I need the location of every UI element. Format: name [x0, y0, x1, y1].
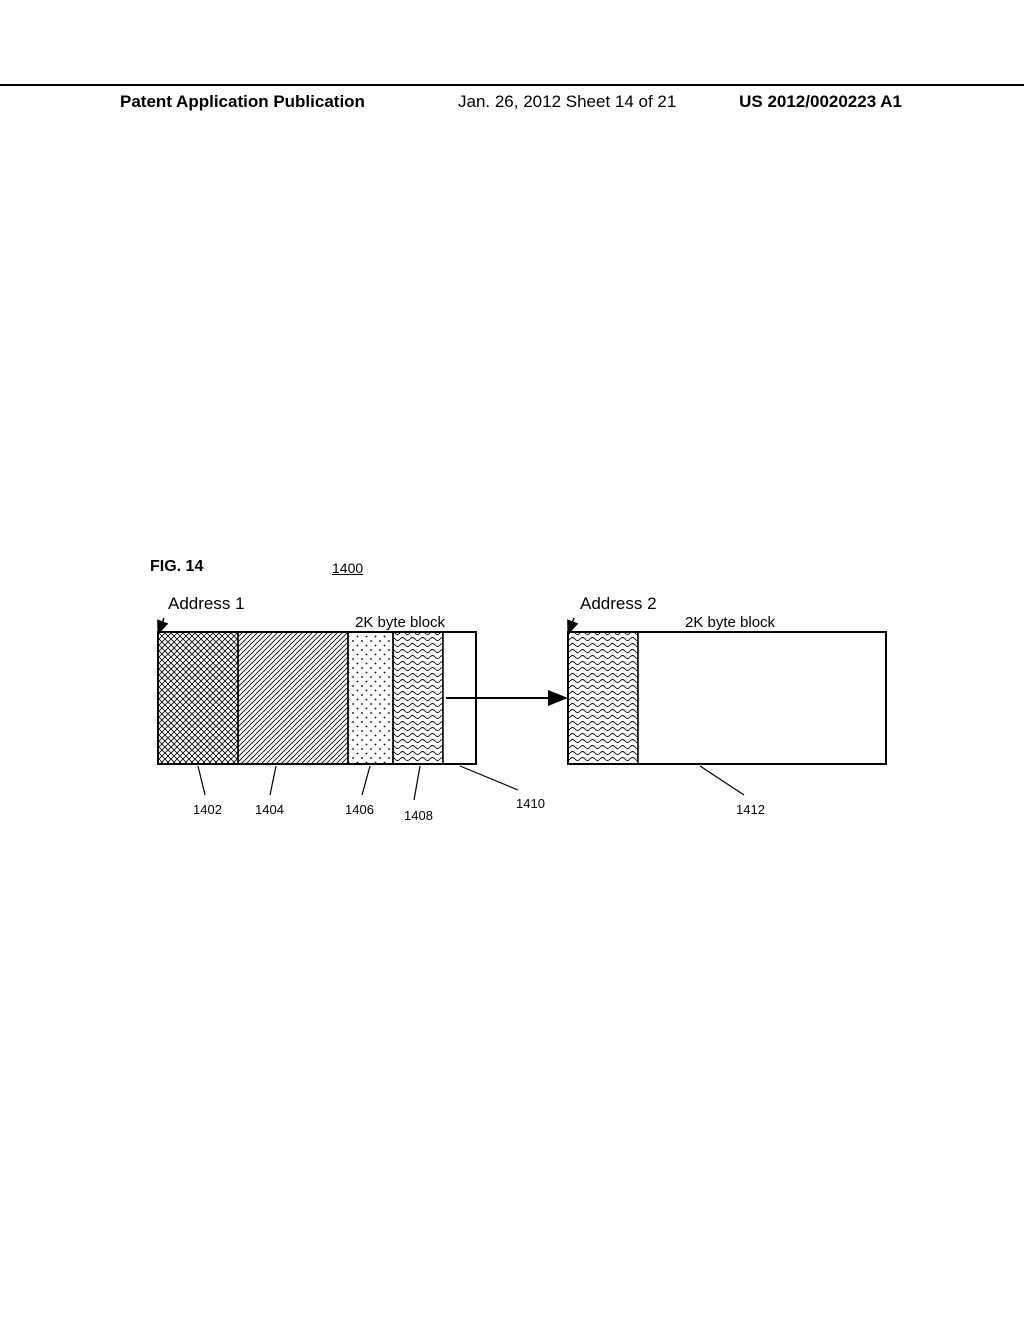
ref-1404: 1404 — [255, 802, 284, 817]
figure-diagram — [0, 0, 1024, 1320]
ref-1408: 1408 — [404, 808, 433, 823]
ref-1410: 1410 — [516, 796, 545, 811]
ref-1406: 1406 — [345, 802, 374, 817]
ref-1412: 1412 — [736, 802, 765, 817]
ref-1402: 1402 — [193, 802, 222, 817]
